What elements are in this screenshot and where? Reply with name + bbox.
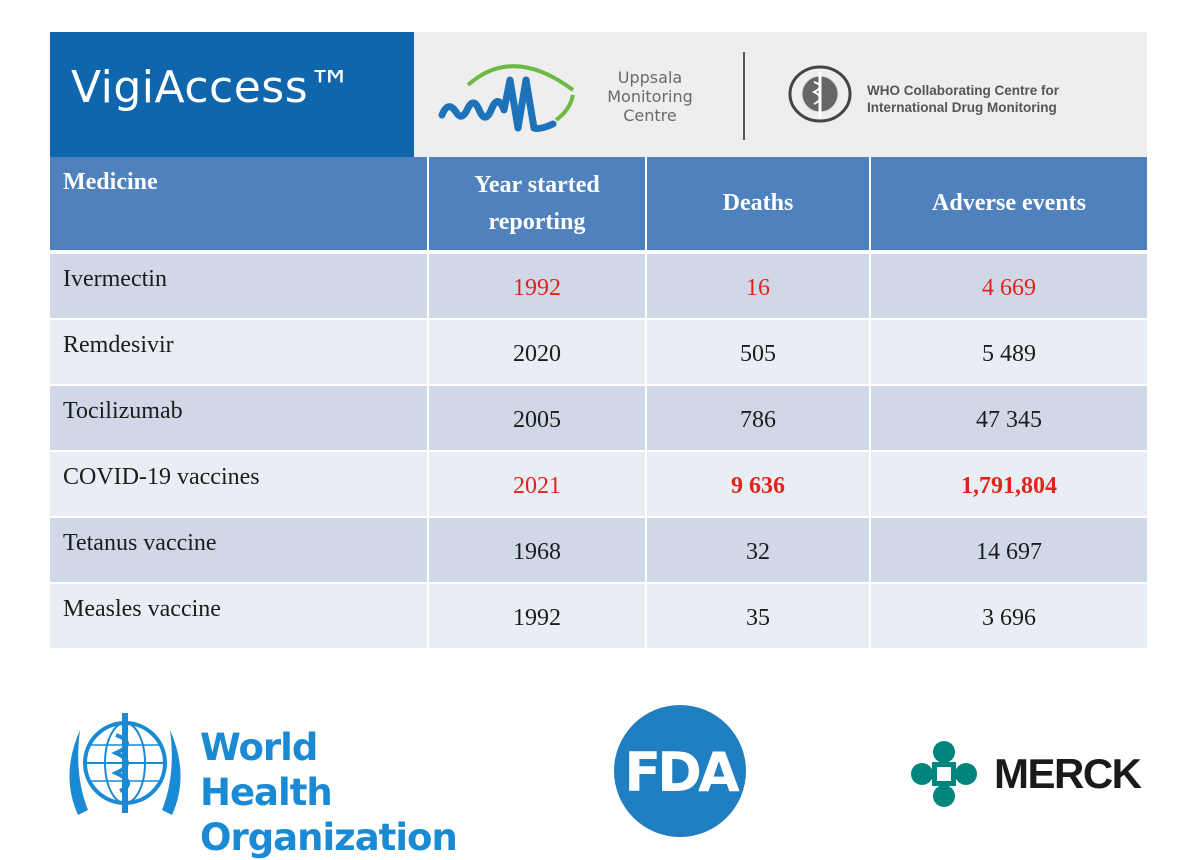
- table-row: Measles vaccine 1992 35 3 696: [50, 584, 1147, 648]
- cell-medicine: Tocilizumab: [50, 386, 427, 450]
- cell-deaths: 32: [647, 518, 869, 582]
- cell-year: 1968: [429, 518, 645, 582]
- cell-year: 1992: [429, 584, 645, 648]
- header-divider: [743, 52, 745, 140]
- who-emblem-small-icon: [788, 65, 852, 123]
- who-collab-line-1: WHO Collaborating Centre for: [867, 83, 1059, 98]
- col-header-year-line-2: reporting: [488, 208, 586, 235]
- table-header-row: Medicine Year started reporting Deaths A…: [50, 157, 1147, 250]
- who-collab-centre: WHO Collaborating Centre for Internation…: [867, 82, 1059, 116]
- table-row: Ivermectin 1992 16 4 669: [50, 254, 1147, 318]
- col-header-deaths: Deaths: [647, 157, 869, 250]
- fda-text: FDA: [624, 741, 740, 804]
- merck-text: MERCK: [994, 750, 1142, 797]
- cell-adverse: 5 489: [871, 320, 1147, 384]
- cell-medicine: COVID-19 vaccines: [50, 452, 427, 516]
- table-row: Tocilizumab 2005 786 47 345: [50, 386, 1147, 450]
- cell-adverse: 14 697: [871, 518, 1147, 582]
- who-logo: World Health Organization: [58, 705, 458, 859]
- umc-line-1: Uppsala: [617, 68, 683, 87]
- who-name-line-2: Organization: [200, 816, 458, 859]
- cell-year: 2005: [429, 386, 645, 450]
- cell-medicine: Measles vaccine: [50, 584, 427, 648]
- cell-year: 1992: [429, 254, 645, 318]
- table-row: COVID-19 vaccines 2021 9 636 1,791,804: [50, 452, 1147, 516]
- col-header-year: Year started reporting: [429, 157, 645, 250]
- cell-deaths: 505: [647, 320, 869, 384]
- fda-logo: FDA: [614, 705, 746, 837]
- umc-name: Uppsala Monitoring Centre: [590, 68, 710, 125]
- header-banner: VigiAccess™ Uppsala Monitoring Centre WH…: [50, 32, 1147, 157]
- who-emblem-icon: [69, 713, 181, 815]
- cell-adverse: 4 669: [871, 254, 1147, 318]
- cell-adverse: 47 345: [871, 386, 1147, 450]
- cell-deaths: 35: [647, 584, 869, 648]
- cell-adverse: 3 696: [871, 584, 1147, 648]
- vigiaccess-brand-box: VigiAccess™: [50, 32, 414, 157]
- col-header-medicine: Medicine: [50, 157, 427, 250]
- cell-year: 2021: [429, 452, 645, 516]
- who-name: World Health Organization: [200, 725, 458, 860]
- cell-year: 2020: [429, 320, 645, 384]
- umc-line-2: Monitoring: [607, 87, 693, 106]
- col-header-adverse: Adverse events: [871, 157, 1147, 250]
- umc-line-3: Centre: [623, 106, 677, 125]
- table-row: Remdesivir 2020 505 5 489: [50, 320, 1147, 384]
- who-collab-line-2: International Drug Monitoring: [867, 100, 1057, 115]
- cell-deaths: 16: [647, 254, 869, 318]
- col-header-year-line-1: Year started: [474, 171, 600, 198]
- table-row: Tetanus vaccine 1968 32 14 697: [50, 518, 1147, 582]
- who-name-line-1: World Health: [200, 726, 333, 814]
- merck-logo: MERCK: [910, 740, 1150, 810]
- cell-medicine: Tetanus vaccine: [50, 518, 427, 582]
- cell-adverse: 1,791,804: [871, 452, 1147, 516]
- cell-medicine: Remdesivir: [50, 320, 427, 384]
- umc-logo-icon: [438, 64, 575, 132]
- cell-deaths: 786: [647, 386, 869, 450]
- merck-mark-icon: [911, 741, 977, 807]
- cell-medicine: Ivermectin: [50, 254, 427, 318]
- vigiaccess-title: VigiAccess™: [71, 62, 353, 113]
- cell-deaths: 9 636: [647, 452, 869, 516]
